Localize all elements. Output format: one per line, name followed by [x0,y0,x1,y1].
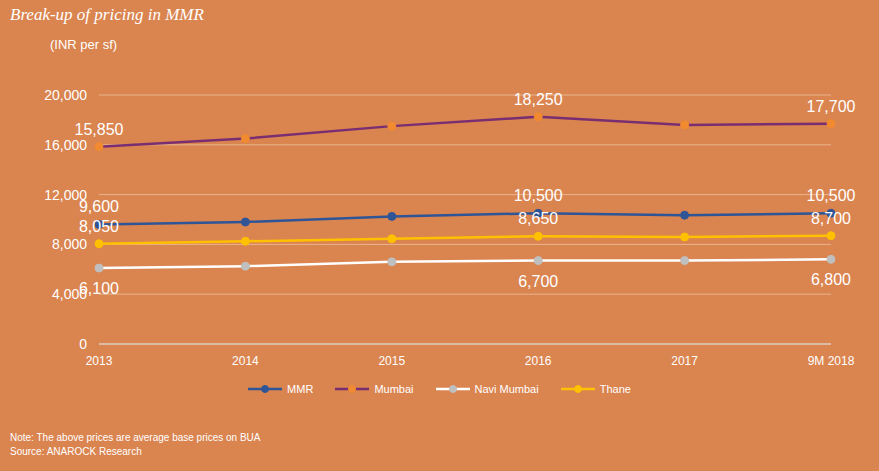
svg-text:15,850: 15,850 [75,121,124,138]
html-text:(INR per sf): (INR per sf) [50,37,118,52]
svg-text:4,000: 4,000 [52,286,87,303]
svg-text:6,800: 6,800 [811,271,851,288]
svg-text:2014: 2014 [232,354,259,368]
html-text:MMR: MMR [287,383,314,395]
svg-text:8,050: 8,050 [79,218,119,235]
svg-text:10,500: 10,500 [514,187,563,204]
svg-text:0: 0 [79,336,87,352]
svg-text:8,650: 8,650 [518,210,558,227]
svg-text:8,700: 8,700 [811,210,851,227]
svg-text:2015: 2015 [378,354,405,368]
svg-text:2017: 2017 [671,354,698,368]
svg-text:16,000: 16,000 [44,137,87,153]
html-text:Mumbai: Mumbai [374,383,414,395]
svg-text:12,000: 12,000 [44,186,87,203]
svg-text:17,700: 17,700 [807,98,856,115]
html-text:Thane: Thane [599,383,631,395]
html-text:Break-up of pricing in MMR: Break-up of pricing in MMR [10,5,204,24]
svg-text:10,500: 10,500 [807,187,856,204]
svg-text:18,250: 18,250 [514,91,563,108]
svg-text:20,000: 20,000 [44,87,87,103]
svg-text:9M 2018: 9M 2018 [808,354,855,368]
svg-text:2016: 2016 [525,354,552,368]
html-text:Navi Mumbai: Navi Mumbai [474,383,539,395]
svg-text:2013: 2013 [86,354,113,368]
html-text:Note: The above prices are ave: Note: The above prices are average base … [10,432,261,443]
svg-text:6,100: 6,100 [79,280,119,297]
svg-text:6,700: 6,700 [518,273,558,290]
svg-text:8,000: 8,000 [52,236,87,252]
svg-text:9,600: 9,600 [79,198,119,215]
html-text:Source: ANAROCK Research: Source: ANAROCK Research [10,446,142,457]
